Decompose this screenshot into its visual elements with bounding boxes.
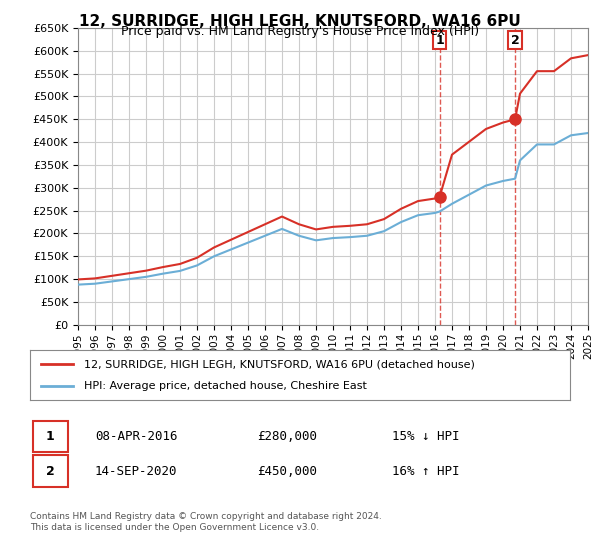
Text: 08-APR-2016: 08-APR-2016	[95, 430, 178, 443]
Text: 2: 2	[46, 465, 55, 478]
Text: 16% ↑ HPI: 16% ↑ HPI	[392, 465, 460, 478]
Text: 12, SURRIDGE, HIGH LEGH, KNUTSFORD, WA16 6PU: 12, SURRIDGE, HIGH LEGH, KNUTSFORD, WA16…	[79, 14, 521, 29]
Text: 15% ↓ HPI: 15% ↓ HPI	[392, 430, 460, 443]
Text: Contains HM Land Registry data © Crown copyright and database right 2024.
This d: Contains HM Land Registry data © Crown c…	[30, 512, 382, 532]
Text: 1: 1	[435, 34, 444, 47]
Text: Price paid vs. HM Land Registry's House Price Index (HPI): Price paid vs. HM Land Registry's House …	[121, 25, 479, 38]
Text: £450,000: £450,000	[257, 465, 317, 478]
Text: 1: 1	[46, 430, 55, 443]
Text: 14-SEP-2020: 14-SEP-2020	[95, 465, 178, 478]
Text: 2: 2	[511, 34, 520, 47]
Text: £280,000: £280,000	[257, 430, 317, 443]
Text: 12, SURRIDGE, HIGH LEGH, KNUTSFORD, WA16 6PU (detached house): 12, SURRIDGE, HIGH LEGH, KNUTSFORD, WA16…	[84, 359, 475, 369]
Text: HPI: Average price, detached house, Cheshire East: HPI: Average price, detached house, Ches…	[84, 381, 367, 391]
FancyBboxPatch shape	[33, 455, 68, 487]
FancyBboxPatch shape	[33, 421, 68, 452]
